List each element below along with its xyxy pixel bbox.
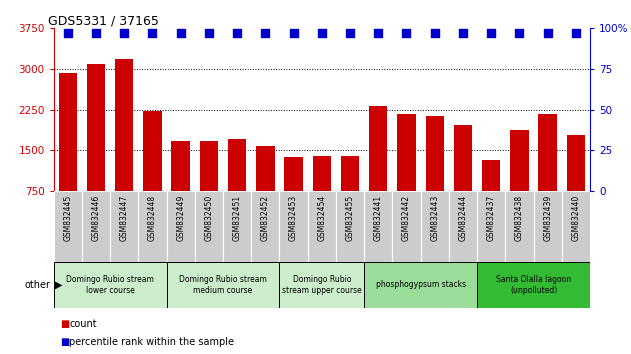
Bar xyxy=(195,191,223,262)
Bar xyxy=(341,156,359,232)
Bar xyxy=(505,191,534,262)
Point xyxy=(543,30,553,36)
Point xyxy=(148,30,158,36)
Point xyxy=(119,30,129,36)
Text: GSM832443: GSM832443 xyxy=(430,195,439,241)
Bar xyxy=(477,191,505,262)
Text: Domingo Rubio stream
medium course: Domingo Rubio stream medium course xyxy=(179,275,267,295)
Bar xyxy=(510,130,529,232)
Text: GSM832440: GSM832440 xyxy=(572,195,581,241)
Bar xyxy=(285,157,303,232)
Bar xyxy=(256,146,274,232)
Point xyxy=(232,30,242,36)
Text: Domingo Rubio
stream upper course: Domingo Rubio stream upper course xyxy=(282,275,362,295)
Bar xyxy=(280,262,364,308)
Text: GDS5331 / 37165: GDS5331 / 37165 xyxy=(49,14,159,27)
Bar xyxy=(312,156,331,232)
Point xyxy=(486,30,496,36)
Bar xyxy=(110,191,138,262)
Point xyxy=(345,30,355,36)
Bar xyxy=(115,59,133,232)
Bar xyxy=(454,125,472,232)
Text: GSM832441: GSM832441 xyxy=(374,195,383,241)
Text: ■: ■ xyxy=(60,319,69,329)
Text: ▶: ▶ xyxy=(55,280,62,290)
Text: phosphogypsum stacks: phosphogypsum stacks xyxy=(375,280,466,290)
Point xyxy=(175,30,186,36)
Point xyxy=(261,30,271,36)
Bar xyxy=(228,138,246,232)
Bar xyxy=(82,191,110,262)
Bar xyxy=(538,114,557,232)
Bar xyxy=(138,191,167,262)
Bar xyxy=(59,73,77,232)
Text: GSM832447: GSM832447 xyxy=(120,195,129,241)
Text: Domingo Rubio stream
lower course: Domingo Rubio stream lower course xyxy=(66,275,154,295)
Text: GSM832444: GSM832444 xyxy=(459,195,468,241)
Text: other: other xyxy=(25,280,50,290)
Point xyxy=(317,30,327,36)
Bar xyxy=(477,262,590,308)
Bar xyxy=(364,191,392,262)
Text: ■: ■ xyxy=(60,337,69,348)
Bar xyxy=(449,191,477,262)
Text: GSM832451: GSM832451 xyxy=(233,195,242,241)
Text: GSM832445: GSM832445 xyxy=(63,195,72,241)
Bar xyxy=(421,191,449,262)
Text: GSM832452: GSM832452 xyxy=(261,195,270,241)
Text: GSM832446: GSM832446 xyxy=(91,195,100,241)
Point xyxy=(62,30,73,36)
Bar xyxy=(87,64,105,232)
Bar xyxy=(54,262,167,308)
Bar xyxy=(398,114,416,232)
Bar xyxy=(364,262,477,308)
Text: GSM832455: GSM832455 xyxy=(346,195,355,241)
Point xyxy=(204,30,214,36)
Point xyxy=(458,30,468,36)
Bar xyxy=(392,191,421,262)
Bar xyxy=(200,141,218,232)
Bar xyxy=(562,191,590,262)
Point xyxy=(401,30,411,36)
Point xyxy=(91,30,101,36)
Text: GSM832438: GSM832438 xyxy=(515,195,524,241)
Bar xyxy=(534,191,562,262)
Point xyxy=(430,30,440,36)
Text: GSM832448: GSM832448 xyxy=(148,195,157,241)
Bar xyxy=(567,135,585,232)
Text: Santa Olalla lagoon
(unpolluted): Santa Olalla lagoon (unpolluted) xyxy=(496,275,571,295)
Text: GSM832439: GSM832439 xyxy=(543,195,552,241)
Bar xyxy=(54,191,82,262)
Point xyxy=(373,30,383,36)
Bar xyxy=(223,191,251,262)
Point xyxy=(571,30,581,36)
Text: GSM832450: GSM832450 xyxy=(204,195,213,241)
Bar xyxy=(167,191,195,262)
Bar xyxy=(482,160,500,232)
Text: GSM832437: GSM832437 xyxy=(487,195,496,241)
Bar xyxy=(369,107,387,232)
Bar xyxy=(143,111,162,232)
Bar xyxy=(172,141,190,232)
Bar xyxy=(425,116,444,232)
Bar xyxy=(280,191,308,262)
Bar xyxy=(308,191,336,262)
Bar xyxy=(336,191,364,262)
Point xyxy=(288,30,298,36)
Bar xyxy=(251,191,280,262)
Text: count: count xyxy=(69,319,97,329)
Text: GSM832442: GSM832442 xyxy=(402,195,411,241)
Text: GSM832454: GSM832454 xyxy=(317,195,326,241)
Text: percentile rank within the sample: percentile rank within the sample xyxy=(69,337,234,348)
Point xyxy=(514,30,524,36)
Bar xyxy=(167,262,280,308)
Text: GSM832453: GSM832453 xyxy=(289,195,298,241)
Text: GSM832449: GSM832449 xyxy=(176,195,185,241)
